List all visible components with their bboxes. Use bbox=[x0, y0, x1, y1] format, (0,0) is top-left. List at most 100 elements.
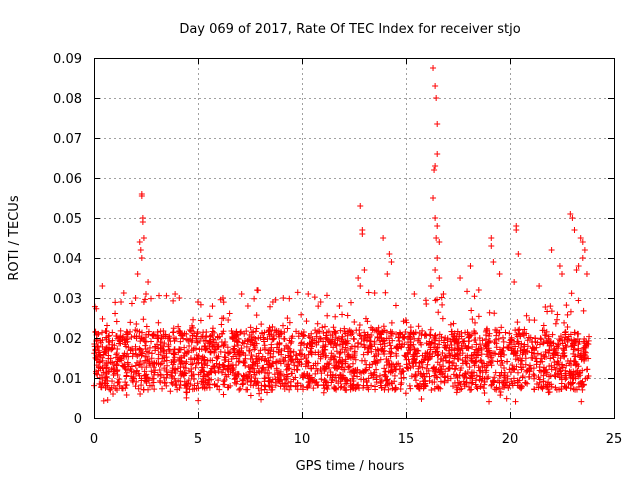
data-point bbox=[500, 344, 507, 351]
data-point bbox=[528, 349, 535, 356]
data-point bbox=[514, 338, 521, 345]
data-point bbox=[481, 390, 488, 397]
x-tick-label: 0 bbox=[90, 432, 98, 447]
data-point bbox=[302, 363, 309, 370]
data-point bbox=[462, 358, 469, 365]
data-point bbox=[451, 366, 458, 373]
data-point bbox=[138, 193, 145, 199]
data-point bbox=[143, 378, 150, 385]
data-point bbox=[236, 347, 243, 354]
data-point bbox=[155, 335, 162, 342]
data-point bbox=[237, 349, 244, 356]
data-point bbox=[345, 364, 352, 371]
data-point bbox=[157, 339, 164, 346]
data-point bbox=[324, 336, 331, 343]
data-point bbox=[151, 359, 158, 366]
data-point bbox=[360, 351, 367, 358]
data-point bbox=[560, 346, 567, 353]
data-point bbox=[395, 345, 402, 352]
data-point bbox=[339, 311, 346, 318]
data-point bbox=[464, 329, 471, 336]
data-point bbox=[499, 334, 506, 341]
data-point bbox=[170, 329, 177, 336]
data-point bbox=[501, 365, 508, 372]
data-point bbox=[176, 355, 183, 362]
data-point bbox=[338, 383, 345, 390]
data-point bbox=[495, 335, 502, 342]
data-point bbox=[212, 369, 219, 376]
data-point bbox=[100, 365, 107, 372]
data-point bbox=[480, 385, 487, 392]
y-tick-label: 0.04 bbox=[53, 252, 82, 267]
data-point bbox=[411, 356, 418, 363]
data-point bbox=[231, 379, 238, 386]
data-point bbox=[564, 323, 571, 330]
data-point bbox=[387, 353, 394, 360]
data-point bbox=[163, 382, 170, 389]
data-point bbox=[103, 360, 110, 367]
data-point bbox=[167, 388, 174, 395]
data-point bbox=[377, 380, 384, 387]
data-point bbox=[203, 332, 210, 339]
data-point bbox=[513, 331, 520, 338]
data-point bbox=[435, 384, 442, 391]
data-point bbox=[344, 352, 351, 359]
data-point bbox=[483, 367, 490, 374]
data-point bbox=[137, 358, 144, 365]
data-point bbox=[348, 299, 355, 306]
data-point bbox=[324, 312, 331, 319]
data-point bbox=[177, 378, 184, 385]
data-point bbox=[422, 331, 429, 338]
data-point bbox=[95, 349, 102, 356]
data-point bbox=[133, 320, 140, 327]
data-point bbox=[577, 379, 584, 386]
data-point bbox=[278, 351, 285, 358]
data-point bbox=[411, 291, 418, 297]
data-point bbox=[114, 379, 121, 386]
data-point bbox=[546, 338, 553, 345]
data-point bbox=[372, 383, 379, 390]
data-point bbox=[337, 327, 344, 334]
data-point bbox=[265, 382, 272, 389]
data-point bbox=[374, 334, 381, 341]
data-point bbox=[483, 351, 490, 358]
data-point bbox=[370, 371, 377, 378]
data-point bbox=[287, 340, 294, 347]
data-point bbox=[250, 328, 257, 335]
data-point bbox=[311, 294, 318, 301]
data-point bbox=[496, 271, 503, 277]
data-point bbox=[419, 352, 426, 359]
data-point bbox=[294, 366, 301, 373]
data-point bbox=[497, 388, 504, 395]
data-point bbox=[379, 345, 386, 352]
data-point bbox=[320, 364, 327, 371]
data-point bbox=[253, 312, 260, 319]
data-point bbox=[557, 355, 564, 362]
data-point bbox=[116, 376, 123, 383]
data-point bbox=[540, 378, 547, 385]
data-point bbox=[205, 376, 212, 383]
data-point bbox=[277, 383, 284, 390]
y-tick-label: 0.08 bbox=[53, 92, 82, 107]
data-point bbox=[294, 289, 301, 296]
data-point bbox=[198, 367, 205, 374]
data-point bbox=[314, 320, 321, 327]
data-point bbox=[381, 327, 388, 334]
data-point bbox=[367, 338, 374, 345]
data-point bbox=[321, 385, 328, 392]
data-point bbox=[209, 357, 216, 364]
data-point bbox=[240, 377, 247, 384]
data-point bbox=[512, 356, 519, 363]
data-point bbox=[192, 345, 199, 352]
data-point bbox=[228, 356, 235, 363]
data-point bbox=[313, 333, 320, 340]
data-point bbox=[417, 339, 424, 346]
data-point bbox=[320, 389, 327, 396]
data-point bbox=[344, 337, 351, 344]
data-point bbox=[526, 373, 533, 380]
data-point bbox=[400, 368, 407, 375]
data-point bbox=[575, 380, 582, 387]
data-point bbox=[501, 372, 508, 379]
data-point bbox=[199, 353, 206, 360]
data-point bbox=[562, 370, 569, 377]
